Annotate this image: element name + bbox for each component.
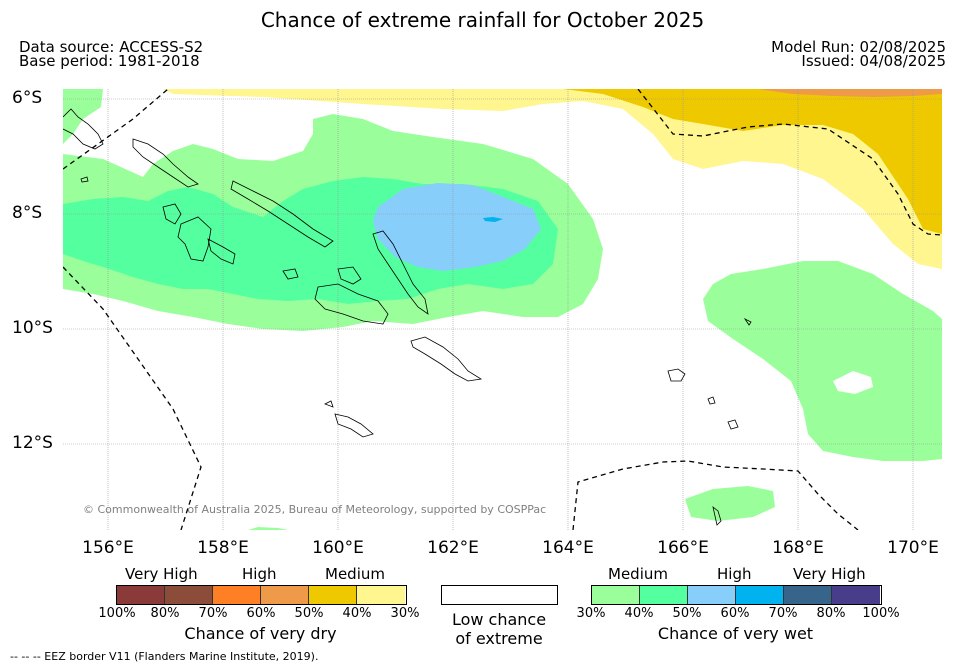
dry-cat-medium: Medium bbox=[325, 565, 385, 583]
wet-tick-80: 80% bbox=[816, 606, 846, 621]
lat-label-8s: 8°S bbox=[12, 203, 43, 223]
dry-tick-30: 30% bbox=[390, 606, 420, 621]
wet-medium-area-bottom bbox=[248, 527, 288, 530]
dry-swatch-4 bbox=[261, 586, 309, 604]
dry-tick-40: 40% bbox=[342, 606, 372, 621]
data-source: Data source: ACCESS-S2 bbox=[19, 38, 204, 56]
coastlines bbox=[63, 108, 752, 526]
lon-label-160e: 160°E bbox=[312, 538, 364, 558]
dry-tick-70: 70% bbox=[198, 606, 228, 621]
lat-label-12s: 12°S bbox=[12, 433, 53, 453]
source-info-left: Data source: ACCESS-S2 Base period: 1981… bbox=[19, 38, 204, 70]
low-chance-line1: Low chance bbox=[451, 610, 547, 629]
lat-label-10s: 10°S bbox=[12, 318, 53, 338]
wet-tick-40: 40% bbox=[624, 606, 654, 621]
wet-medium-area-south bbox=[685, 486, 775, 521]
dry-high-area bbox=[563, 89, 942, 234]
wet-legend-title: Chance of very wet bbox=[657, 624, 814, 643]
dry-cat-very-high: Very High bbox=[125, 565, 198, 583]
base-period: Base period: 1981-2018 bbox=[19, 52, 200, 70]
graticule bbox=[63, 89, 942, 530]
lon-label-170e: 170°E bbox=[887, 538, 939, 558]
model-run: Model Run: 02/08/2025 bbox=[771, 38, 946, 56]
lon-label-164e: 164°E bbox=[542, 538, 594, 558]
low-chance-swatch bbox=[441, 585, 558, 605]
low-chance-label: Low chance of extreme bbox=[425, 610, 573, 648]
dry-swatch-5 bbox=[309, 586, 357, 604]
wet-tick-70: 70% bbox=[768, 606, 798, 621]
source-info-right: Model Run: 02/08/2025 Issued: 04/08/2025 bbox=[771, 38, 946, 70]
lat-label-6s: 6°S bbox=[12, 88, 43, 108]
dry-colorbar bbox=[116, 585, 407, 605]
rainfall-map bbox=[63, 89, 942, 530]
dry-swatch-6 bbox=[357, 586, 405, 604]
chart-title: Chance of extreme rainfall for October 2… bbox=[260, 8, 705, 32]
low-chance-hole bbox=[833, 371, 873, 394]
wet-extreme-spot bbox=[483, 217, 503, 222]
wet-swatch-2 bbox=[640, 586, 688, 604]
wet-swatch-6 bbox=[832, 586, 880, 604]
wet-swatch-5 bbox=[784, 586, 832, 604]
lon-label-158e: 158°E bbox=[197, 538, 249, 558]
dry-tick-60: 60% bbox=[246, 606, 276, 621]
eez-borders bbox=[63, 89, 942, 530]
wet-swatch-1 bbox=[592, 586, 640, 604]
dry-legend-title: Chance of very dry bbox=[184, 624, 337, 643]
wet-tick-100: 100% bbox=[862, 606, 900, 621]
wet-tick-30: 30% bbox=[576, 606, 606, 621]
wet-cat-very-high: Very High bbox=[793, 565, 866, 583]
lon-label-156e: 156°E bbox=[82, 538, 134, 558]
dry-tick-80: 80% bbox=[150, 606, 180, 621]
copyright-notice: © Commonwealth of Australia 2025, Bureau… bbox=[83, 503, 547, 516]
eez-footnote: -- -- -- EEZ border V11 (Flanders Marine… bbox=[10, 650, 319, 663]
wet-swatch-3 bbox=[688, 586, 736, 604]
dry-swatch-3 bbox=[213, 586, 261, 604]
wet-swatch-4 bbox=[736, 586, 784, 604]
dry-medium-area bbox=[163, 89, 942, 269]
dry-swatch-1 bbox=[117, 586, 165, 604]
lon-label-168e: 168°E bbox=[772, 538, 824, 558]
wet-medium-area-west bbox=[63, 89, 103, 144]
wet-tick-50: 50% bbox=[672, 606, 702, 621]
issued-date: Issued: 04/08/2025 bbox=[801, 52, 946, 70]
dry-tick-100: 100% bbox=[98, 606, 136, 621]
wet-cat-medium: Medium bbox=[608, 565, 668, 583]
wet-tick-60: 60% bbox=[720, 606, 750, 621]
low-chance-line2: of extreme bbox=[455, 629, 543, 648]
dry-very-high-area bbox=[758, 89, 942, 97]
lon-label-166e: 166°E bbox=[657, 538, 709, 558]
wet-cat-high: High bbox=[717, 565, 752, 583]
wet-very-high-area bbox=[373, 183, 541, 271]
dry-cat-high: High bbox=[242, 565, 277, 583]
wet-colorbar bbox=[591, 585, 882, 605]
dry-swatch-2 bbox=[165, 586, 213, 604]
dry-tick-50: 50% bbox=[294, 606, 324, 621]
wet-medium-area-east bbox=[703, 261, 942, 461]
lon-label-162e: 162°E bbox=[427, 538, 479, 558]
